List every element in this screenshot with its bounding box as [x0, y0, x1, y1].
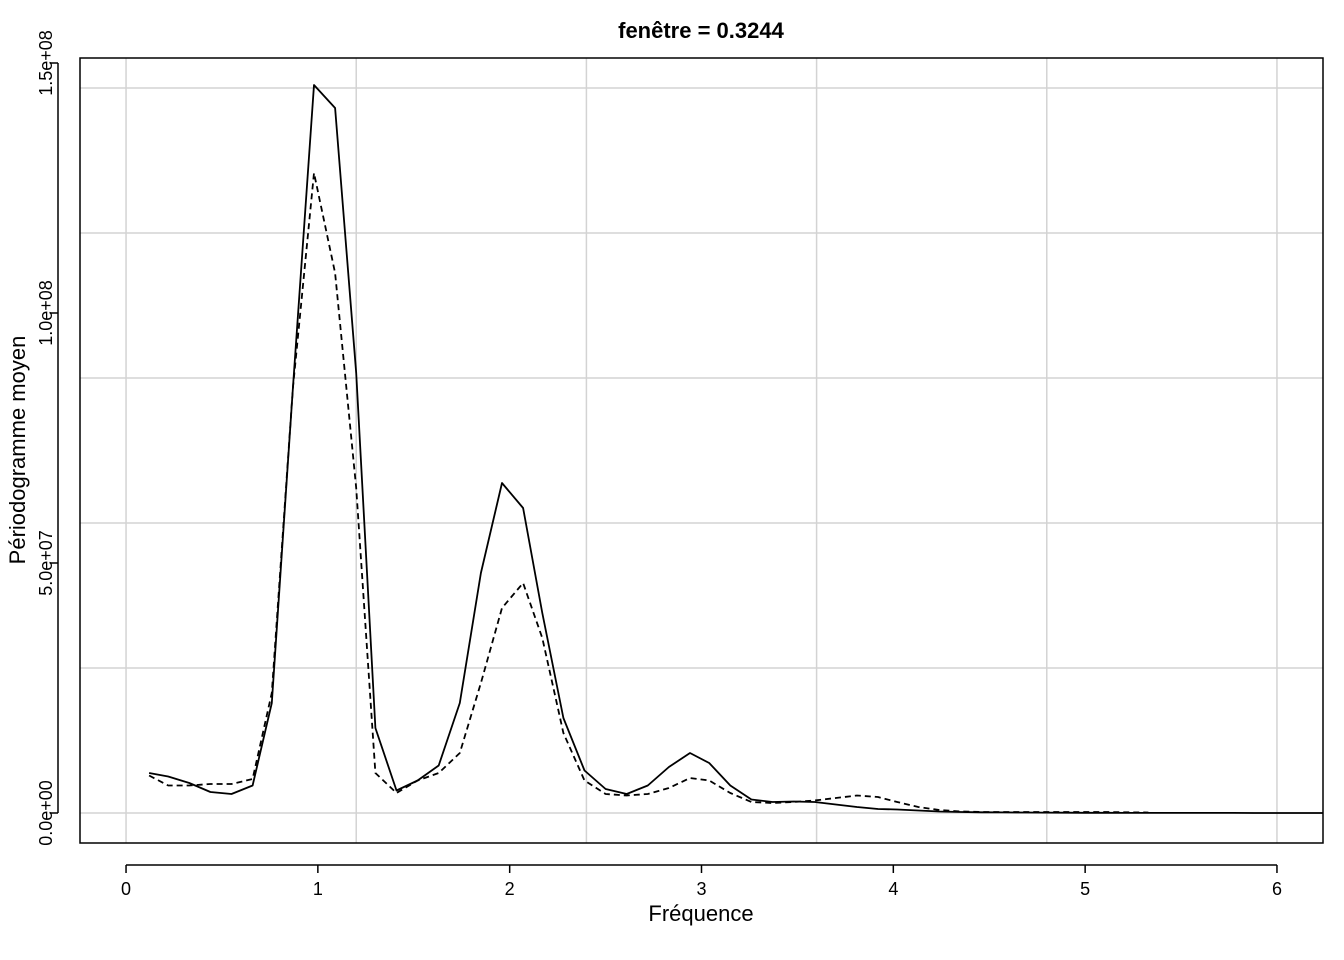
y-axis-label: Périodogramme moyen	[5, 336, 30, 565]
x-axis-label: Fréquence	[648, 901, 753, 926]
axes: 0 1 2 3 4 5 6 0.0e+00 5.0e+07 1.0e+08 1.5e+08	[36, 30, 1282, 899]
series-lines	[148, 84, 1323, 814]
y-tick-label: 1.5e+08	[36, 30, 56, 96]
x-tick-label: 1	[313, 879, 323, 899]
x-tick-label: 3	[696, 879, 706, 899]
x-tick-label: 5	[1080, 879, 1090, 899]
y-tick-label: 5.0e+07	[36, 530, 56, 596]
x-tick-label: 6	[1272, 879, 1282, 899]
x-tick-label: 2	[505, 879, 515, 899]
grid-lines	[80, 58, 1323, 843]
series-line-dashed	[148, 172, 1149, 814]
y-tick-label: 0.0e+00	[36, 780, 56, 846]
y-tick-label: 1.0e+08	[36, 280, 56, 346]
x-tick-label: 0	[121, 879, 131, 899]
chart-title: fenêtre = 0.3244	[618, 18, 784, 43]
x-tick-label: 4	[888, 879, 898, 899]
plot-frame	[79, 57, 1324, 844]
